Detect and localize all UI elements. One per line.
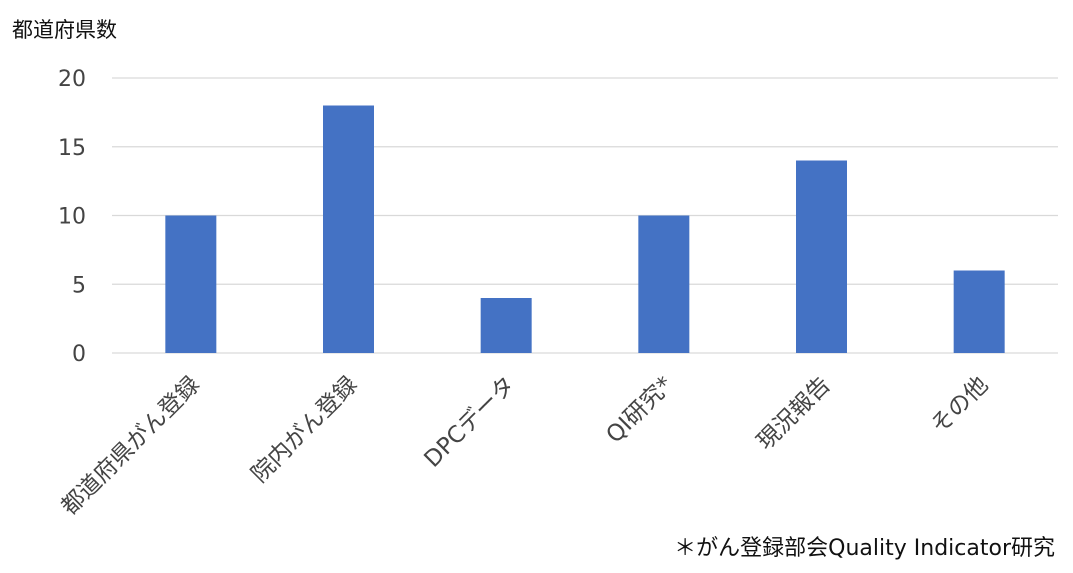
bar (638, 215, 690, 353)
y-tick-label: 20 (58, 67, 86, 92)
bar (165, 215, 217, 353)
y-tick-labels: 0 5 10 15 20 (58, 67, 86, 367)
x-tick-label: DPCデータ (420, 372, 521, 473)
x-tick-label: その他 (926, 372, 993, 439)
footnote: ＊がん登録部会Quality Indicator研究 (674, 536, 1055, 561)
y-tick-label: 10 (58, 205, 86, 230)
bars (165, 105, 1005, 353)
bar (480, 298, 532, 353)
y-tick-label: 5 (72, 273, 86, 298)
y-tick-label: 0 (72, 342, 86, 367)
x-tick-label: 都道府県がん登録 (57, 372, 205, 520)
bar (796, 160, 847, 353)
x-tick-label: QI研究* (601, 372, 678, 449)
gridlines (112, 77, 1058, 354)
x-tick-labels: 都道府県がん登録 院内がん登録 DPCデータ QI研究* 現況報告 その他 (57, 372, 994, 520)
y-axis-title: 都道府県数 (12, 18, 117, 42)
x-tick-label: 現況報告 (752, 372, 835, 455)
y-tick-label: 15 (58, 136, 86, 161)
x-tick-label: 院内がん登録 (247, 372, 363, 488)
bar (323, 105, 374, 353)
bar (953, 270, 1005, 353)
